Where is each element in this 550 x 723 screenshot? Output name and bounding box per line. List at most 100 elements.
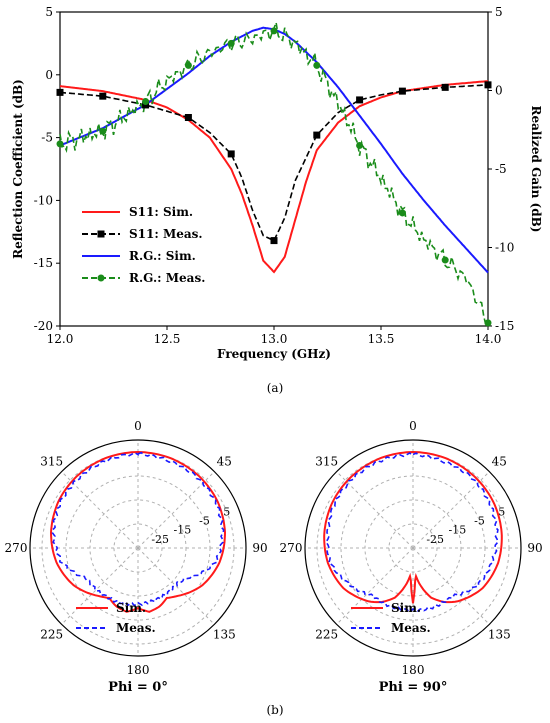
polar-series-1 <box>51 451 225 607</box>
radial-tick-label: -25 <box>151 533 169 546</box>
data-point-circle <box>184 61 192 69</box>
data-point-square <box>441 83 449 91</box>
polar-chart-phi90: 0 45 90 135 180 225 270 315 -25 -15 -5 5 Sim. Meas. Ph… <box>280 419 543 695</box>
polar-grid-spoke <box>137 547 215 625</box>
panel-label-a: (a) <box>267 381 284 395</box>
data-point-square <box>56 88 64 96</box>
y-tick-label: -10 <box>34 193 53 207</box>
data-point-circle <box>356 141 364 149</box>
angle-label: 0 <box>409 419 417 433</box>
angle-label: 180 <box>127 663 150 677</box>
series-markers <box>56 27 492 327</box>
angle-label: 45 <box>217 455 232 469</box>
y-tick-label: 0 <box>45 68 53 82</box>
y2-tick-label: -5 <box>495 162 507 176</box>
y-tick-label: -15 <box>34 256 53 270</box>
angle-label: 90 <box>527 541 542 555</box>
x-tick-label: 12.0 <box>47 332 74 346</box>
radial-tick-label: 5 <box>223 505 230 518</box>
angle-label: 90 <box>252 541 267 555</box>
polar-series-0 <box>49 450 227 613</box>
data-point-circle <box>227 39 235 47</box>
y-axis-label: Reflection Coefficient (dB) <box>11 79 25 259</box>
y2-tick-label: 0 <box>495 84 503 98</box>
series-line-3 <box>59 19 489 327</box>
polar-outer-circle <box>29 439 247 657</box>
plot-area <box>59 11 489 327</box>
angle-label: 225 <box>40 627 63 641</box>
data-point-square <box>99 92 107 100</box>
polar-title: Phi = 0° <box>108 680 168 695</box>
y-tick-label: -5 <box>41 131 53 145</box>
polar-chart-phi0: 0 45 90 135 180 225 270 315 -25 -15 -5 5 Sim. Meas. Ph… <box>5 419 268 695</box>
data-point-circle <box>99 127 107 135</box>
y2-axis-label: Realized Gain (dB) <box>529 106 543 233</box>
line-chart-panel: 12.0 12.5 13.0 13.5 14.0 5 0 -5 -10 -15 -20 0 -5 -1… <box>11 5 543 395</box>
legend-label: R.G.: Sim. <box>129 249 196 263</box>
data-point-circle <box>56 140 64 148</box>
legend-marker-square <box>97 230 105 238</box>
series-line-0 <box>59 80 489 274</box>
legend-label: Meas. <box>116 621 156 635</box>
legend-label: S11: Meas. <box>129 227 203 241</box>
y2-tick-labels: 0 -5 -10 -15 5 <box>488 5 514 333</box>
angle-label: 270 <box>5 541 28 555</box>
data-point-square <box>313 131 321 139</box>
polar-series-1 <box>325 452 499 613</box>
x-axis-label: Frequency (GHz) <box>217 347 331 361</box>
polar-grid-spoke <box>336 547 414 625</box>
radial-tick-label: -5 <box>199 514 210 527</box>
legend-marker-circle <box>97 274 105 282</box>
x-tick-label: 14.0 <box>475 332 502 346</box>
radial-tick-label: -25 <box>426 533 444 546</box>
legend: S11: Sim. S11: Meas. R.G.: Sim. R.G.: Meas. <box>82 205 205 285</box>
angle-label: 315 <box>40 455 63 469</box>
polar-outer-circle <box>304 439 522 657</box>
data-point-square <box>184 114 192 122</box>
polar-grid-spoke <box>412 547 490 625</box>
series-line-1 <box>59 84 489 242</box>
legend-label: Meas. <box>391 621 431 635</box>
angle-label: 0 <box>134 419 142 433</box>
data-point-square <box>398 87 406 95</box>
legend-label: Sim. <box>391 601 421 615</box>
angle-label: 270 <box>280 541 303 555</box>
radial-tick-label: -15 <box>448 524 466 537</box>
polar-grid-spoke <box>61 471 139 549</box>
data-point-circle <box>142 97 150 105</box>
legend-label: Sim. <box>116 601 146 615</box>
y2-tick-label: -10 <box>495 241 514 255</box>
y2-tick-label: -15 <box>495 319 514 333</box>
y-tick-labels: 5 0 -5 -10 -15 -20 <box>34 5 60 333</box>
angle-label: 225 <box>315 627 338 641</box>
polar-grid-spoke <box>61 547 139 625</box>
series-lines <box>59 19 489 327</box>
data-point-square <box>227 150 235 158</box>
data-point-circle <box>484 319 492 327</box>
panel-label-b: (b) <box>266 703 283 717</box>
radial-tick-label: -15 <box>173 524 191 537</box>
data-point-square <box>270 237 278 245</box>
y2-tick-label: 5 <box>495 5 503 19</box>
legend-label: R.G.: Meas. <box>129 271 205 285</box>
polar-grid-spoke <box>137 471 215 549</box>
data-point-circle <box>398 209 406 217</box>
radial-tick-label: -5 <box>474 514 485 527</box>
y-tick-label: 5 <box>45 5 53 19</box>
data-point-square <box>356 96 364 104</box>
polar-grid-spoke <box>412 471 490 549</box>
angle-label: 135 <box>213 627 236 641</box>
polar-series-0 <box>323 450 503 604</box>
angle-label: 315 <box>315 455 338 469</box>
data-point-circle <box>270 27 278 35</box>
x-tick-label: 12.5 <box>154 332 181 346</box>
polar-title: Phi = 90° <box>379 680 448 695</box>
x-tick-label: 13.5 <box>368 332 395 346</box>
series-line-2 <box>59 26 489 274</box>
angle-label: 135 <box>488 627 511 641</box>
y-tick-label: -20 <box>34 319 53 333</box>
legend-label: S11: Sim. <box>129 205 193 219</box>
x-tick-label: 13.0 <box>261 332 288 346</box>
x-tick-labels: 12.0 12.5 13.0 13.5 14.0 <box>47 326 502 346</box>
data-point-circle <box>313 61 321 69</box>
